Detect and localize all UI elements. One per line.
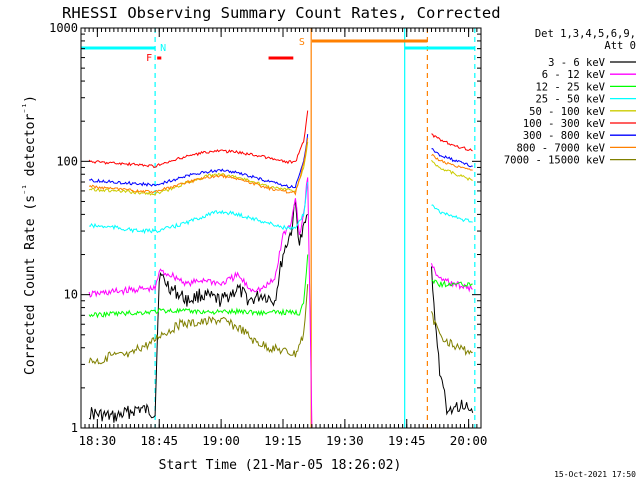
chart-title: RHESSI Observing Summary Count Rates, Co… — [62, 4, 501, 22]
x-tick-label: 19:30 — [326, 433, 364, 448]
series-line — [431, 153, 473, 171]
legend-label: 100 - 300 keV — [523, 118, 606, 130]
annotation-bar-label: S — [299, 37, 305, 48]
x-tick-label: 18:45 — [140, 433, 178, 448]
series-line — [431, 159, 473, 181]
legend-label: 7000 - 15000 keV — [504, 155, 606, 167]
y-tick-label: 1000 — [49, 21, 78, 35]
x-tick-label: 19:45 — [388, 433, 426, 448]
annotation-bar-label: F — [146, 53, 152, 64]
y-label-part: ) — [23, 95, 38, 103]
series-line — [431, 279, 473, 289]
legend-label: 25 - 50 keV — [535, 94, 605, 106]
x-tick-label: 18:30 — [79, 433, 117, 448]
series-line — [88, 201, 309, 423]
y-tick-label: 10 — [64, 288, 78, 302]
y-label-sup: ⁻¹ — [22, 184, 32, 195]
plot-frame — [80, 27, 482, 429]
y-axis-label: Corrected Count Rate (s⁻¹ detector⁻¹) — [22, 95, 38, 375]
series-line — [88, 254, 309, 319]
legend-label: 300 - 800 keV — [523, 130, 606, 142]
series-line — [88, 177, 313, 429]
legend-label: 6 - 12 keV — [542, 69, 606, 81]
series-line — [431, 148, 473, 168]
y-label-sup: ⁻¹ — [22, 103, 32, 114]
legend-label: 800 - 7000 keV — [516, 142, 605, 154]
legend-label: 3 - 6 keV — [548, 57, 606, 69]
series-line — [88, 110, 309, 169]
y-tick-label: 1 — [71, 421, 78, 435]
plot-layer: N S F — [81, 28, 476, 429]
x-tick-label: 19:15 — [264, 433, 302, 448]
legend-label: 50 - 100 keV — [529, 106, 606, 118]
x-tick-label: 20:00 — [450, 433, 488, 448]
annotation-bar-label: N — [160, 43, 166, 54]
series-line — [431, 133, 473, 152]
legend-header: Att 0 — [604, 40, 636, 52]
legend-header: Det 1,3,4,5,6,9, — [535, 28, 636, 40]
series-line — [88, 181, 309, 235]
x-tick-label: 19:00 — [202, 433, 240, 448]
series-line — [431, 266, 474, 416]
y-tick-label: 100 — [56, 154, 78, 168]
footer-timestamp: 15-Oct-2021 17:50 — [554, 470, 636, 479]
series-line — [431, 311, 473, 356]
y-label-part: detector — [23, 114, 38, 185]
series-line — [88, 141, 309, 196]
y-label-part: Corrected Count Rate (s — [23, 195, 38, 375]
series-line — [88, 137, 309, 196]
series-line — [88, 284, 309, 365]
legend-label: 12 - 25 keV — [535, 81, 605, 93]
x-axis-label: Start Time (21-Mar-05 18:26:02) — [159, 458, 402, 473]
series-line — [431, 204, 473, 223]
axes-layer: 1 10 100 1000 18:30 18:45 19:00 19:15 19:30 19:45… — [49, 21, 487, 448]
series-line — [88, 134, 309, 189]
